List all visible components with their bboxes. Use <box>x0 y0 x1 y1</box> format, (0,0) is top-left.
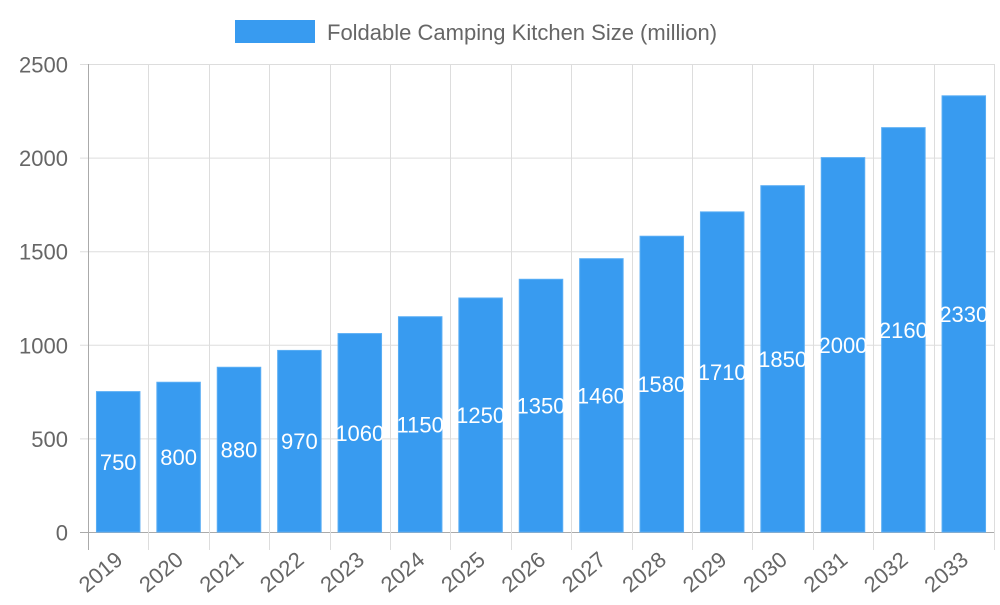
data-label: 1850 <box>758 347 807 372</box>
y-tick-label: 2500 <box>19 53 68 78</box>
data-label: 970 <box>281 429 318 454</box>
x-tick-label: 2019 <box>74 547 128 598</box>
x-tick-label: 2033 <box>919 547 973 598</box>
bar <box>216 366 262 533</box>
bar <box>941 95 987 533</box>
data-label: 2160 <box>879 318 928 343</box>
y-tick-label: 500 <box>31 427 68 452</box>
y-tick-label: 1000 <box>19 333 68 358</box>
x-tick-label: 2020 <box>134 547 188 598</box>
bar <box>458 297 503 533</box>
bar <box>397 316 443 533</box>
x-tick-label: 2022 <box>255 547 309 598</box>
bar <box>639 235 685 533</box>
data-label: 1460 <box>577 383 626 408</box>
data-label: 2330 <box>939 302 988 327</box>
x-tick-label: 2029 <box>678 547 732 598</box>
data-label: 2000 <box>819 333 868 358</box>
data-label: 1250 <box>456 403 505 428</box>
x-tick-label: 2032 <box>859 547 913 598</box>
bars: 750 800 880 970 1060 1150 1250 1350 1460 1580 1710… <box>95 95 988 533</box>
data-label: 1350 <box>517 394 566 419</box>
data-label: 1150 <box>397 412 444 437</box>
y-tick-label: 1500 <box>19 240 68 265</box>
x-tick-label: 2021 <box>195 547 249 598</box>
bar <box>820 157 866 533</box>
data-label: 1060 <box>335 421 384 446</box>
bar <box>881 127 926 533</box>
bar <box>699 211 745 533</box>
bar <box>579 258 624 533</box>
bar <box>337 333 383 533</box>
x-tick-label: 2027 <box>557 547 611 598</box>
x-tick-label: 2031 <box>799 547 853 598</box>
x-tick-label: 2026 <box>497 547 551 598</box>
bar <box>156 381 201 533</box>
bar <box>95 391 141 533</box>
x-tick-label: 2025 <box>436 547 490 598</box>
x-tick-label: 2030 <box>738 547 792 598</box>
data-label: 1710 <box>698 360 747 385</box>
bar <box>518 278 564 533</box>
x-tick-label: 2024 <box>376 547 430 598</box>
x-tick-label: 2028 <box>617 547 671 598</box>
y-tick-label: 0 <box>56 521 68 546</box>
bar <box>760 185 805 533</box>
data-label: 750 <box>100 450 137 475</box>
data-label: 800 <box>160 445 197 470</box>
grid <box>80 64 995 550</box>
data-label: 1580 <box>637 372 686 397</box>
legend[interactable]: Foldable Camping Kitchen Size (million) <box>235 20 717 45</box>
legend-swatch <box>235 20 315 43</box>
x-tick-label: 2023 <box>315 547 369 598</box>
legend-label: Foldable Camping Kitchen Size (million) <box>327 20 717 45</box>
y-tick-label: 2000 <box>19 146 68 171</box>
data-label: 880 <box>221 438 258 463</box>
bar <box>277 349 322 533</box>
